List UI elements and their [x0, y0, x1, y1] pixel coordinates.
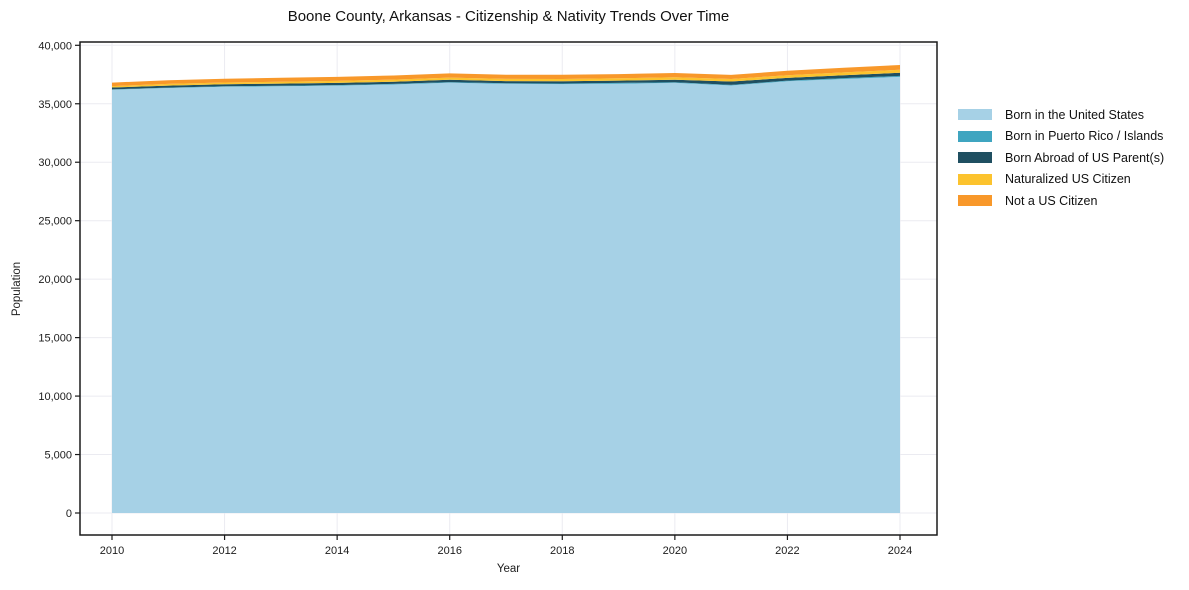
- legend-label-naturalized: Naturalized US Citizen: [1005, 172, 1131, 187]
- legend-swatch-born-abroad: [958, 152, 992, 164]
- y-tick-label: 30,000: [38, 157, 72, 169]
- x-tick-label: 2012: [212, 545, 236, 557]
- legend-swatch-born-us: [958, 109, 992, 121]
- y-tick-label: 15,000: [38, 333, 72, 345]
- x-tick-label: 2018: [550, 545, 574, 557]
- y-tick-label: 0: [66, 508, 72, 520]
- legend-swatch-naturalized: [958, 173, 992, 185]
- y-tick-label: 40,000: [38, 40, 72, 52]
- y-tick-label: 5,000: [44, 450, 72, 462]
- x-tick-label: 2014: [325, 545, 349, 557]
- legend-label-not-citizen: Not a US Citizen: [1005, 193, 1098, 208]
- legend-item-born-us: Born in the United States: [958, 104, 1164, 126]
- legend-item-naturalized: Naturalized US Citizen: [958, 169, 1164, 191]
- legend-label-puerto-rico: Born in Puerto Rico / Islands: [1005, 129, 1164, 144]
- legend-label-born-us: Born in the United States: [1005, 107, 1144, 122]
- legend: Born in the United States Born in Puerto…: [958, 104, 1164, 212]
- legend-label-born-abroad: Born Abroad of US Parent(s): [1005, 150, 1165, 165]
- legend-swatch-not-citizen: [958, 195, 992, 207]
- y-tick-label: 35,000: [38, 99, 72, 111]
- legend-swatch-puerto-rico: [958, 130, 992, 142]
- y-tick-label: 10,000: [38, 391, 72, 403]
- x-tick-label: 2020: [663, 545, 687, 557]
- area-series-2: [112, 72, 900, 90]
- legend-item-born-abroad: Born Abroad of US Parent(s): [958, 147, 1164, 169]
- y-tick-label: 25,000: [38, 216, 72, 228]
- x-tick-label: 2016: [437, 545, 461, 557]
- x-tick-label: 2024: [888, 545, 912, 557]
- area-series-3: [112, 69, 900, 88]
- y-tick-label: 20,000: [38, 274, 72, 286]
- x-axis-label: Year: [496, 563, 521, 575]
- area-series-0: [112, 76, 900, 514]
- x-tick-label: 2022: [775, 545, 799, 557]
- y-axis-label: Population: [11, 261, 23, 317]
- legend-item-not-citizen: Not a US Citizen: [958, 190, 1164, 212]
- legend-item-puerto-rico: Born in Puerto Rico / Islands: [958, 126, 1164, 148]
- chart-title: Boone County, Arkansas - Citizenship & N…: [287, 8, 730, 25]
- x-tick-label: 2010: [100, 545, 124, 557]
- area-series-4: [112, 65, 900, 87]
- plot-border: [79, 41, 938, 536]
